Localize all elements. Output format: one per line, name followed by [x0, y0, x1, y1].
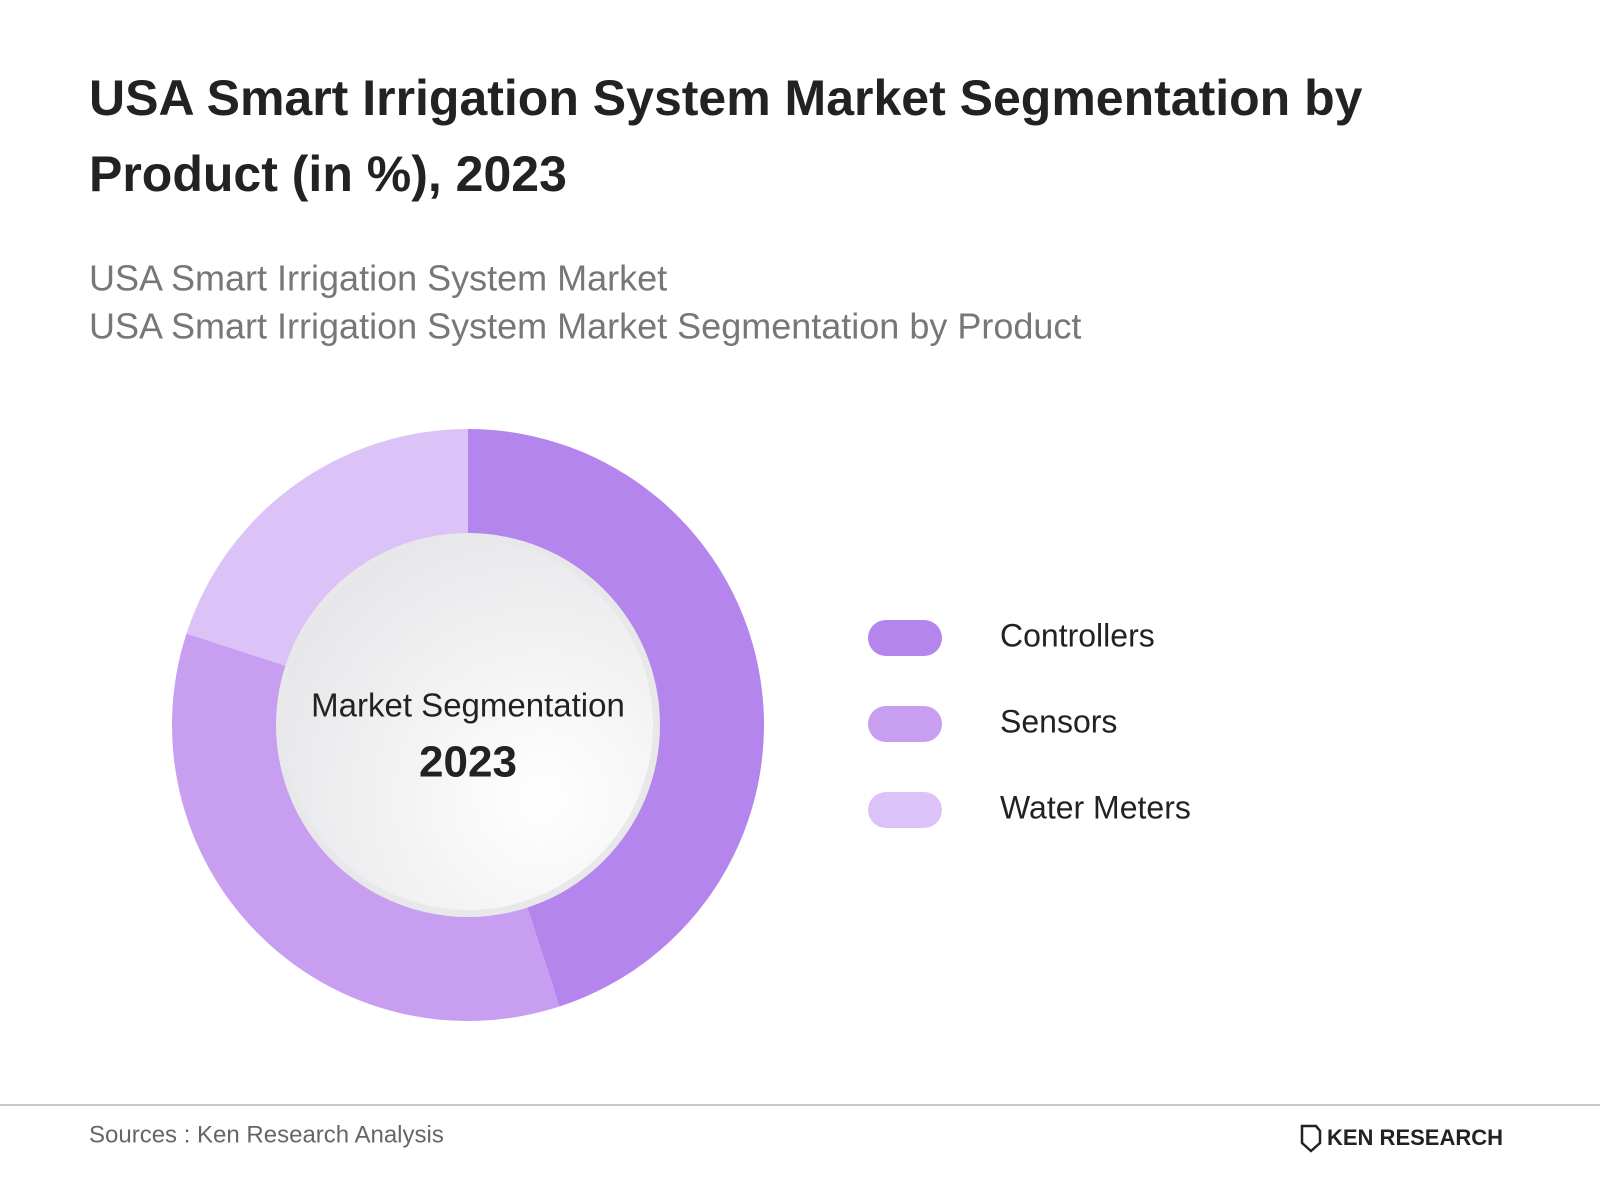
- legend-swatch: [868, 706, 942, 742]
- subtitle: USA Smart Irrigation System Market: [89, 258, 667, 299]
- legend-label: Sensors: [1000, 703, 1117, 739]
- legend-swatch: [868, 792, 942, 828]
- center-disc: [283, 540, 653, 910]
- subtitle: USA Smart Irrigation System Market Segme…: [89, 306, 1081, 347]
- center-year: 2023: [419, 738, 517, 787]
- donut-segment: [186, 429, 468, 679]
- source: Sources : Ken Research Analysis: [89, 1121, 444, 1148]
- brand-logo: [1300, 1124, 1322, 1153]
- title: Product (in %), 2023: [89, 146, 567, 202]
- legend-label: Water Meters: [1000, 789, 1191, 825]
- center-label: Market Segmentation: [311, 687, 625, 724]
- title: USA Smart Irrigation System Market Segme…: [89, 70, 1363, 126]
- legend: Controllers Sensors Water Meters: [868, 617, 1191, 828]
- legend-swatch: [868, 620, 942, 656]
- brand: KEN RESEARCH: [1327, 1125, 1503, 1150]
- legend-label: Controllers: [1000, 617, 1155, 653]
- donut-segment: [171, 633, 560, 1022]
